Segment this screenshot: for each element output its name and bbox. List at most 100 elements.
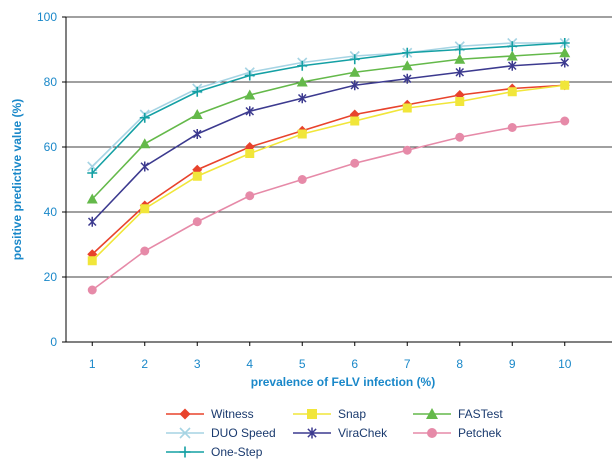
legend-label: DUO Speed — [211, 426, 276, 440]
data-point — [297, 175, 307, 184]
data-point — [455, 132, 465, 142]
data-point — [192, 217, 202, 227]
series-snap — [87, 80, 570, 266]
legend-item: ViraChek — [293, 426, 388, 440]
x-tick-label: 7 — [404, 357, 411, 371]
data-point — [244, 70, 255, 81]
data-point — [350, 116, 360, 126]
data-point — [297, 93, 307, 104]
x-tick-label: 5 — [299, 357, 306, 371]
tick-labels: 0 20 40 60 80 100 1 2 3 4 5 6 7 8 9 10 — [37, 10, 572, 371]
y-tick-label: 20 — [44, 270, 58, 284]
y-tick-label: 0 — [50, 335, 57, 349]
series-duo-speed — [87, 37, 570, 172]
legend-label: ViraChek — [338, 426, 388, 440]
legend-swatch-marker — [307, 409, 317, 419]
data-point — [87, 285, 97, 295]
data-point — [245, 149, 255, 158]
data-point — [296, 76, 308, 87]
x-tick-label: 4 — [246, 357, 253, 371]
series-one-step — [87, 38, 570, 178]
legend-item: FASTest — [413, 407, 503, 421]
data-point — [245, 191, 255, 201]
data-point — [560, 80, 570, 90]
legend-label: Snap — [338, 407, 366, 421]
x-tick-label: 1 — [89, 357, 96, 371]
data-point — [192, 86, 203, 97]
x-tick-label: 3 — [194, 357, 201, 371]
y-tick-label: 80 — [44, 75, 58, 89]
data-point — [245, 106, 255, 117]
data-point — [507, 123, 517, 132]
legend-swatch-marker — [179, 408, 191, 420]
data-point — [559, 47, 571, 58]
axes — [62, 16, 612, 346]
legend-item: One-Step — [166, 445, 263, 459]
series-petchek — [87, 116, 570, 295]
data-point — [349, 66, 361, 77]
series-line — [91, 42, 565, 174]
data-point — [506, 50, 518, 61]
x-tick-label: 2 — [141, 357, 148, 371]
legend-label: Petchek — [458, 426, 502, 440]
data-point — [139, 112, 150, 123]
data-point — [140, 246, 150, 256]
data-point — [350, 158, 360, 168]
y-tick-label: 60 — [44, 140, 58, 154]
data-point — [349, 54, 360, 65]
x-tick-label: 6 — [351, 357, 358, 371]
x-tick-label: 10 — [558, 357, 572, 371]
x-axis-title: prevalence of FeLV infection (%) — [251, 375, 435, 389]
data-point — [191, 109, 203, 119]
legend-swatch-marker — [427, 428, 437, 438]
legend-item: Petchek — [413, 426, 502, 440]
legend-swatch-marker — [179, 446, 191, 458]
x-tick-label: 9 — [509, 357, 516, 371]
series-line — [91, 84, 565, 262]
grid-lines — [66, 16, 612, 278]
series-line — [91, 120, 565, 291]
y-axis-title: positive predictive value (%) — [10, 99, 24, 260]
data-point — [560, 57, 570, 68]
data-point — [140, 204, 150, 214]
legend: Witness Snap FASTest DUO Speed ViraChek Petch… — [166, 407, 503, 459]
legend-swatch-marker — [307, 427, 317, 439]
data-point — [507, 60, 517, 71]
legend-item: Snap — [293, 407, 366, 421]
data-point — [140, 161, 150, 172]
data-point — [455, 97, 465, 106]
series-lines — [86, 37, 571, 295]
series-line — [91, 84, 565, 255]
data-point — [87, 216, 97, 227]
data-point — [139, 138, 151, 149]
data-point — [402, 47, 413, 58]
legend-label: One-Step — [211, 445, 263, 459]
data-point — [192, 129, 202, 139]
data-point — [244, 89, 256, 100]
data-point — [559, 38, 570, 48]
x-tick-label: 8 — [456, 357, 463, 371]
data-point — [350, 80, 360, 91]
legend-item: DUO Speed — [166, 426, 276, 440]
data-point — [87, 256, 97, 266]
data-point — [402, 73, 412, 84]
data-point — [454, 44, 465, 55]
data-point — [507, 87, 517, 97]
data-point — [192, 171, 202, 181]
series-line — [91, 51, 565, 200]
legend-swatch-marker — [426, 408, 438, 419]
data-point — [455, 67, 465, 78]
data-point — [507, 41, 518, 52]
legend-item: Witness — [166, 407, 254, 421]
series-line — [91, 61, 565, 223]
y-tick-label: 40 — [44, 205, 58, 219]
data-point — [87, 168, 98, 178]
data-point — [454, 53, 466, 64]
y-tick-label: 100 — [37, 10, 57, 24]
data-point — [560, 116, 570, 126]
data-point — [297, 60, 308, 71]
data-point — [297, 129, 307, 139]
legend-swatch-marker — [179, 427, 191, 439]
data-point — [402, 103, 412, 113]
